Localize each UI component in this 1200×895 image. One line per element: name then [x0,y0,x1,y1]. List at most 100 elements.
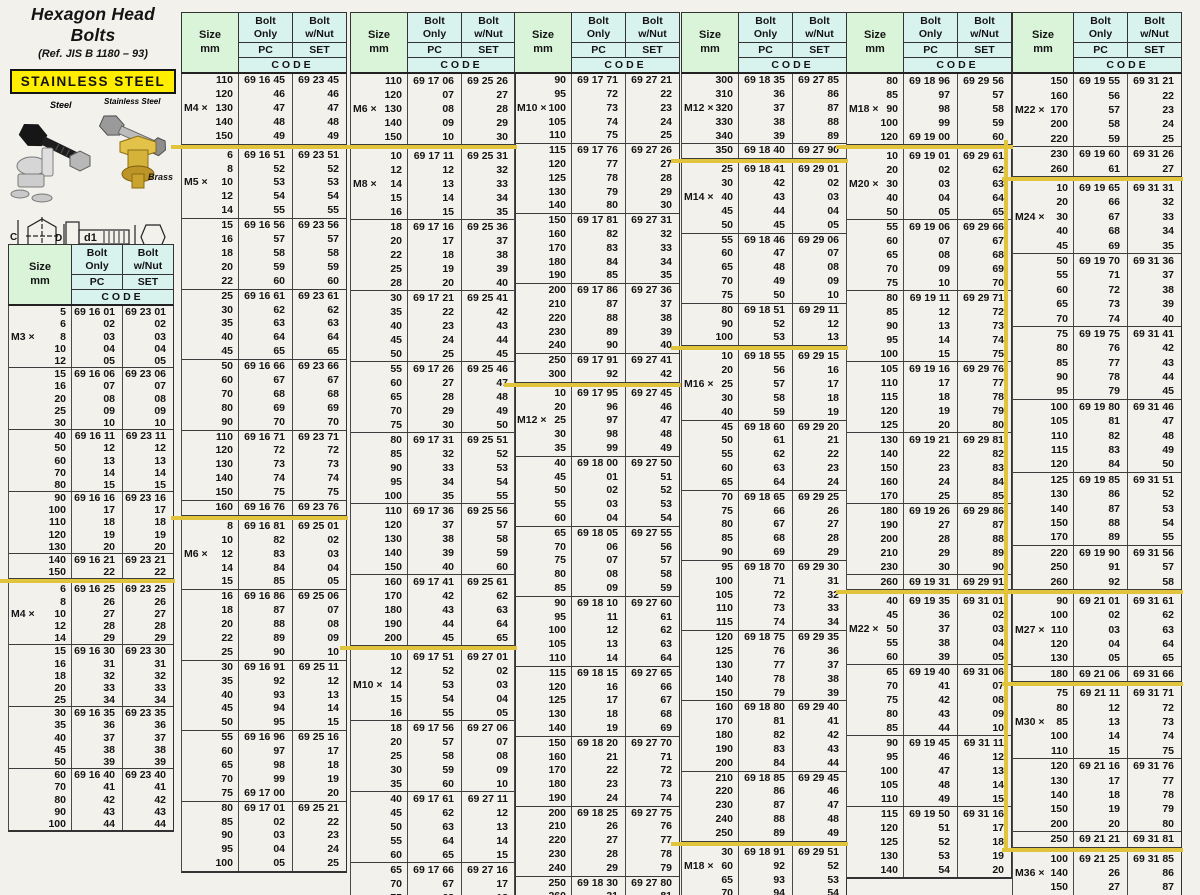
size-cell: 250 [515,354,571,368]
table-row: 100 17 17 [9,504,173,517]
length-value: 6 [227,148,233,161]
pc-code-cell: 02 [903,163,957,178]
pc-code-cell: 69 18 10 [571,596,625,611]
size-header: Size mm [9,245,71,305]
size-cell: 20 [9,682,71,694]
set-code-cell: 79 [625,861,679,876]
length-value: 16 [54,657,66,670]
set-code-cell: 17 [461,877,515,892]
length-value: 20 [221,618,233,631]
size-cell: 150 [515,214,571,228]
table-row: 230 28 78 [515,848,679,862]
table-row: 80 42 42 [9,793,173,806]
pc-code-cell: 04 [903,191,957,206]
table-row: 95 14 74 [847,333,1011,348]
table-row: 100 15 75 [847,347,1011,362]
set-code-cell: 70 [292,415,346,430]
pc-code-cell: 07 [71,380,122,393]
length-value: 20 [886,164,898,177]
pc-code-cell: 83 [1073,443,1127,458]
size-cell: 100 [847,764,903,778]
pc-code-cell: 38 [738,115,792,130]
bolt-only-header: Bolt Only [407,13,461,44]
length-value: 100 [1050,852,1068,865]
pc-code-cell: 44 [407,617,461,632]
size-cell: 95 [847,333,903,347]
table-row: 250 69 18 30 69 27 80 [515,876,679,891]
size-cell: 150 [515,737,571,751]
table-row: 115 69 18 15 69 27 65 [515,666,679,681]
length-value: 60 [390,849,402,862]
set-code-cell: 60 [461,560,515,575]
size-cell: 105 [847,778,903,792]
table-row: M6 × 12 83 03 [182,547,346,562]
set-code-cell: 67 [292,373,346,388]
pc-code-cell: 89 [571,325,625,340]
table-row: 120 72 72 [182,444,346,459]
pc-code-cell: 10 [407,130,461,145]
size-cell: 170 [1013,530,1073,544]
pc-code-cell: 72 [238,444,292,459]
size-cell: 80 [515,568,571,582]
table-row: 60 67 67 [182,373,346,388]
pc-code-cell: 13 [71,454,122,467]
table-row: 100 12 62 [515,624,679,639]
set-code-cell: 69 31 41 [1127,326,1181,342]
size-cell: 95 [515,88,571,102]
pc-code-cell: 86 [738,785,792,800]
dim-label-d1: d1 [84,232,97,244]
length-value: 105 [715,588,733,601]
size-cell: 160 [515,228,571,242]
size-cell: M10 × 100 [515,102,571,116]
size-cell: 50 [182,360,238,374]
size-cell: 140 [1013,788,1073,802]
set-code-cell: 62 [957,163,1011,178]
size-cell: 125 [515,172,571,186]
length-value: 160 [548,228,566,241]
length-value: 85 [886,722,898,735]
pc-code-cell: 03 [903,177,957,192]
pc-code-cell: 93 [738,873,792,888]
pc-code-cell: 17 [903,376,957,391]
set-code-cell: 69 25 11 [292,660,346,675]
set-code-cell: 69 31 01 [957,594,1011,609]
pc-code-cell: 62 [238,303,292,318]
table-row: 65 98 18 [182,759,346,773]
size-cell: 85 [847,88,903,102]
pc-code-cell: 80 [571,199,625,214]
length-value: 200 [1050,118,1068,131]
length-value: 210 [715,771,733,784]
table-row: 210 26 76 [515,820,679,835]
set-code-cell: 49 [461,404,515,419]
size-cell: 22 [182,632,238,646]
set-code-cell: 46 [792,785,846,800]
length-value: 95 [1056,385,1068,398]
table-row: 125 17 67 [515,694,679,709]
pc-code-cell: 53 [738,331,792,346]
table-row: 10 69 18 55 69 29 15 [682,350,846,365]
length-value: 35 [221,674,233,687]
table-row: 100 71 31 [682,574,846,589]
thread-size-label: M22 × [849,623,879,636]
length-value: 190 [384,618,402,631]
size-cell: 80 [9,794,71,806]
pc-code-cell: 03 [571,498,625,512]
size-cell: 55 [515,498,571,512]
length-value: 40 [221,331,233,344]
size-cell: 60 [847,234,903,248]
pc-code-cell: 28 [71,619,122,633]
row-group: 10 69 19 01 69 29 61 20 02 62 M20 × 30 03 63 40 04 6… [847,149,1011,221]
table-row: 340 39 89 [682,129,846,144]
length-value: 25 [390,750,402,763]
set-code-cell: 04 [122,342,173,356]
row-group: 75 69 21 11 69 31 71 80 12 72 M30 × 85 13 73 100 14… [1013,686,1181,760]
row-group: 80 69 17 01 69 25 21 85 02 22 90 03 23 95 04 24 100 0… [182,801,346,872]
pc-code-cell: 38 [407,532,461,547]
pc-code-cell: 62 [738,448,792,463]
length-value: 120 [715,631,733,644]
size-cell: 200 [515,284,571,298]
size-cell: M6 × 130 [351,102,407,116]
table-row: 14 29 29 [9,632,173,645]
pc-code-cell: 84 [1073,457,1127,472]
pc-code-cell: 56 [738,364,792,378]
